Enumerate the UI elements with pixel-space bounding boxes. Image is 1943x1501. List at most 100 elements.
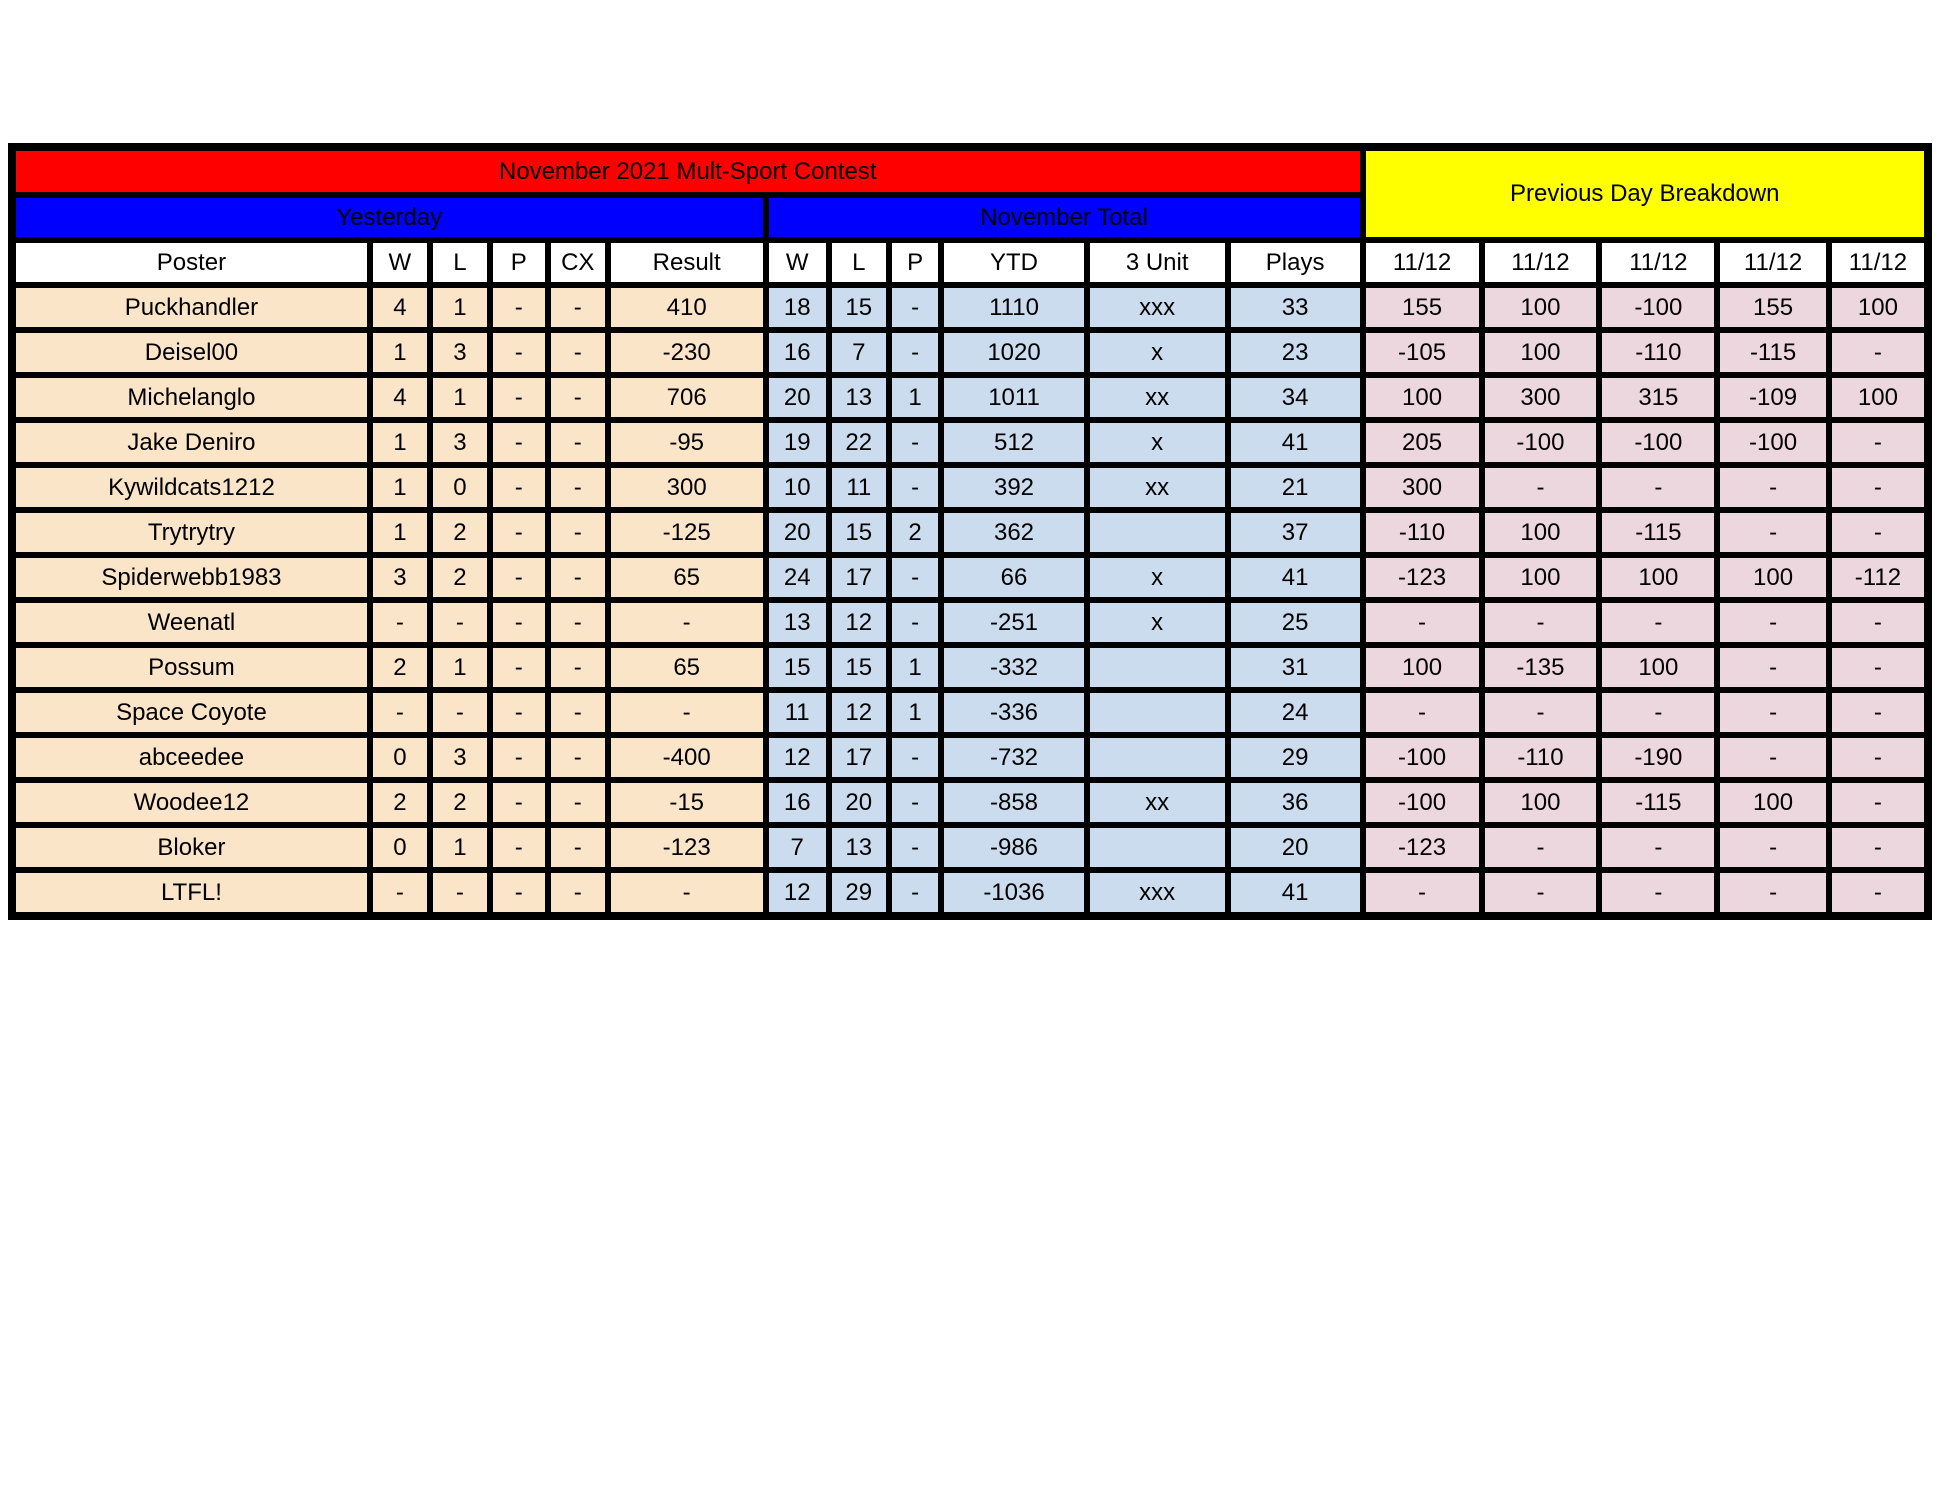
november-total-cell: 22 — [825, 417, 892, 468]
column-header-nov-w: W — [762, 237, 832, 288]
yesterday-cell: - — [426, 597, 493, 648]
previous-day-cell: - — [1825, 687, 1932, 738]
poster-cell: Jake Deniro — [9, 417, 373, 468]
previous-day-cell: 100 — [1478, 777, 1603, 828]
previous-day-cell: - — [1596, 822, 1721, 873]
table-row: Space Coyote - - - - -11 12 1 -336 24- - - - - — [9, 687, 1932, 738]
november-total-cell: xx — [1083, 777, 1231, 828]
poster-cell: Woodee12 — [9, 777, 373, 828]
november-total-cell: - — [885, 417, 945, 468]
yesterday-cell: 3 — [426, 732, 493, 783]
yesterday-cell: 0 — [426, 462, 493, 513]
yesterday-cell: - — [486, 777, 551, 828]
november-total-cell: - — [885, 552, 945, 603]
previous-day-cell: - — [1714, 822, 1832, 873]
previous-day-cell: -100 — [1596, 282, 1721, 333]
previous-day-cell: 300 — [1478, 372, 1603, 423]
poster-cell: Bloker — [9, 822, 373, 873]
yesterday-cell: -230 — [604, 327, 769, 378]
previous-day-cell: - — [1825, 867, 1932, 919]
november-total-cell: 13 — [825, 372, 892, 423]
previous-day-cell: - — [1478, 597, 1603, 648]
previous-day-cell: - — [1596, 462, 1721, 513]
previous-day-cell: 300 — [1359, 462, 1485, 513]
column-header-nov-l: L — [825, 237, 892, 288]
yesterday-cell: - — [544, 822, 611, 873]
yesterday-cell: - — [366, 867, 433, 919]
column-header-plays: Plays — [1224, 237, 1366, 288]
yesterday-cell: - — [486, 282, 551, 333]
previous-day-cell: - — [1714, 732, 1832, 783]
november-total-cell: x — [1083, 552, 1231, 603]
november-total-cell: 512 — [938, 417, 1090, 468]
yesterday-cell: 1 — [366, 417, 433, 468]
november-total-cell: 1020 — [938, 327, 1090, 378]
poster-cell: Puckhandler — [9, 282, 373, 333]
november-total-cell: xxx — [1083, 282, 1231, 333]
yesterday-cell: - — [544, 507, 611, 558]
november-total-cell: x — [1083, 327, 1231, 378]
yesterday-cell: 1 — [426, 282, 493, 333]
november-total-cell — [1083, 642, 1231, 693]
yesterday-cell: 2 — [366, 642, 433, 693]
yesterday-cell: 0 — [366, 732, 433, 783]
previous-day-cell: - — [1714, 687, 1832, 738]
yesterday-cell: 2 — [426, 552, 493, 603]
yesterday-cell: 1 — [426, 372, 493, 423]
yesterday-cell: - — [486, 822, 551, 873]
poster-cell: LTFL! — [9, 867, 373, 919]
column-header-date-5: 11/12 — [1825, 237, 1932, 288]
november-total-cell: x — [1083, 417, 1231, 468]
previous-day-cell: -110 — [1596, 327, 1721, 378]
november-total-cell: 13 — [825, 822, 892, 873]
table-row: Bloker 0 1- - -123 7 13- -986 20 -123- - - - — [9, 822, 1932, 873]
november-total-cell: 12 — [825, 687, 892, 738]
yesterday-cell: 2 — [426, 777, 493, 828]
november-total-cell: 17 — [825, 552, 892, 603]
november-total-cell: -1036 — [938, 867, 1090, 919]
previous-day-cell: - — [1714, 642, 1832, 693]
previous-day-cell: -123 — [1359, 822, 1485, 873]
poster-cell: Spiderwebb1983 — [9, 552, 373, 603]
november-total-cell: 1011 — [938, 372, 1090, 423]
november-total-cell: 10 — [762, 462, 832, 513]
table-row: Woodee12 2 2- - -15 16 20- -858 xx 36 -100 100 -115 1… — [9, 777, 1932, 828]
november-total-cell: 15 — [825, 507, 892, 558]
column-header-poster: Poster — [9, 237, 373, 288]
november-total-cell: xxx — [1083, 867, 1231, 919]
previous-day-cell: - — [1714, 597, 1832, 648]
yesterday-cell: - — [486, 687, 551, 738]
november-total-cell: -336 — [938, 687, 1090, 738]
previous-day-cell: - — [1714, 462, 1832, 513]
poster-cell: Weenatl — [9, 597, 373, 648]
yesterday-cell: 1 — [366, 462, 433, 513]
november-total-cell — [1083, 687, 1231, 738]
previous-day-cell: -110 — [1478, 732, 1603, 783]
yesterday-cell: 65 — [604, 552, 769, 603]
yesterday-cell: - — [604, 687, 769, 738]
november-total-cell: -332 — [938, 642, 1090, 693]
november-total-cell: 16 — [762, 327, 832, 378]
november-total-cell: 25 — [1224, 597, 1366, 648]
yesterday-cell: 1 — [426, 642, 493, 693]
yesterday-cell: - — [486, 327, 551, 378]
previous-day-cell: -100 — [1359, 732, 1485, 783]
previous-day-cell: -115 — [1714, 327, 1832, 378]
previous-day-cell: 100 — [1359, 642, 1485, 693]
yesterday-cell: - — [486, 462, 551, 513]
previous-day-cell: -115 — [1596, 507, 1721, 558]
november-total-cell: 31 — [1224, 642, 1366, 693]
november-total-cell: 23 — [1224, 327, 1366, 378]
previous-day-cell: 100 — [1478, 327, 1603, 378]
column-header-row: Poster W L P CX Result W L P YTD 3 Unit … — [9, 237, 1932, 288]
yesterday-cell: 300 — [604, 462, 769, 513]
yesterday-cell: - — [544, 777, 611, 828]
previous-day-cell: - — [1825, 327, 1932, 378]
november-total-cell: -986 — [938, 822, 1090, 873]
november-total-cell: 37 — [1224, 507, 1366, 558]
previous-day-cell: 315 — [1596, 372, 1721, 423]
november-total-cell: 7 — [825, 327, 892, 378]
poster-cell: Deisel00 — [9, 327, 373, 378]
november-total-cell: 20 — [762, 507, 832, 558]
